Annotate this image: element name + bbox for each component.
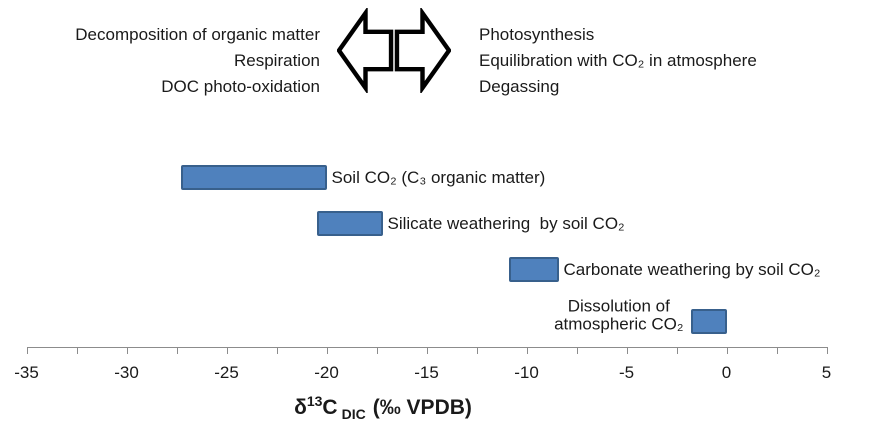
axis-tick bbox=[526, 347, 528, 354]
bar-label-line: atmospheric CO₂ bbox=[554, 314, 684, 334]
axis-tick bbox=[476, 347, 478, 354]
axis-tick bbox=[426, 347, 428, 354]
axis-tick bbox=[76, 347, 78, 354]
axis-tick bbox=[226, 347, 228, 354]
bar-label: Silicate weathering by soil CO₂ bbox=[387, 213, 625, 233]
range-bar bbox=[508, 257, 559, 282]
x-tick-label: -10 bbox=[514, 363, 539, 382]
process-label: Degassing bbox=[479, 77, 560, 96]
range-bar bbox=[180, 165, 327, 190]
process-label: Photosynthesis bbox=[479, 25, 595, 44]
axis-title-element: C bbox=[322, 396, 338, 419]
axis-tick bbox=[576, 347, 578, 354]
axis-title-superscript: 13 bbox=[306, 393, 323, 409]
process-label: Decomposition of organic matter bbox=[75, 25, 320, 44]
axis-tick bbox=[276, 347, 278, 354]
axis-tick bbox=[626, 347, 628, 354]
axis-tick bbox=[826, 347, 828, 354]
axis-tick bbox=[26, 347, 28, 354]
double-arrow-icon bbox=[337, 8, 451, 93]
bar-label: Carbonate weathering by soil CO₂ bbox=[563, 259, 821, 279]
right-process-list: Photosynthesis Equilibration with CO₂ in … bbox=[479, 22, 757, 100]
x-tick-label: -5 bbox=[618, 363, 635, 382]
x-tick-label: 5 bbox=[821, 363, 832, 382]
axis-tick bbox=[176, 347, 178, 354]
axis-tick bbox=[376, 347, 378, 354]
x-tick-label: -20 bbox=[314, 363, 339, 382]
x-tick-label: -25 bbox=[214, 363, 239, 382]
axis-title-delta: δ bbox=[294, 396, 307, 419]
axis-tick bbox=[326, 347, 328, 354]
left-arrow-icon bbox=[337, 8, 394, 93]
x-tick-label: -30 bbox=[114, 363, 139, 382]
bar-label-line: Dissolution of bbox=[567, 296, 670, 315]
bar-label: Dissolution of atmospheric CO₂ bbox=[554, 296, 684, 334]
axis-title-subscript: DIC bbox=[341, 406, 366, 423]
x-tick-label: -15 bbox=[414, 363, 439, 382]
process-label: Equilibration with CO₂ in atmosphere bbox=[479, 51, 757, 70]
axis-tick bbox=[676, 347, 678, 354]
process-label: DOC photo-oxidation bbox=[161, 77, 320, 96]
axis-tick bbox=[776, 347, 778, 354]
range-bar bbox=[316, 211, 383, 236]
left-process-list: Decomposition of organic matter Respirati… bbox=[0, 22, 320, 100]
range-bar bbox=[690, 309, 727, 334]
right-arrow-icon bbox=[394, 8, 451, 93]
axis-tick bbox=[126, 347, 128, 354]
axis-tick bbox=[726, 347, 728, 354]
x-tick-label: 0 bbox=[721, 363, 732, 382]
process-label: Respiration bbox=[234, 51, 320, 70]
x-axis-title: δ13C DIC (‰ VPDB) bbox=[294, 393, 472, 422]
axis-title-units: (‰ VPDB) bbox=[372, 396, 472, 419]
x-tick-label: -35 bbox=[14, 363, 39, 382]
bar-label: Soil CO₂ (C₃ organic matter) bbox=[331, 167, 546, 187]
